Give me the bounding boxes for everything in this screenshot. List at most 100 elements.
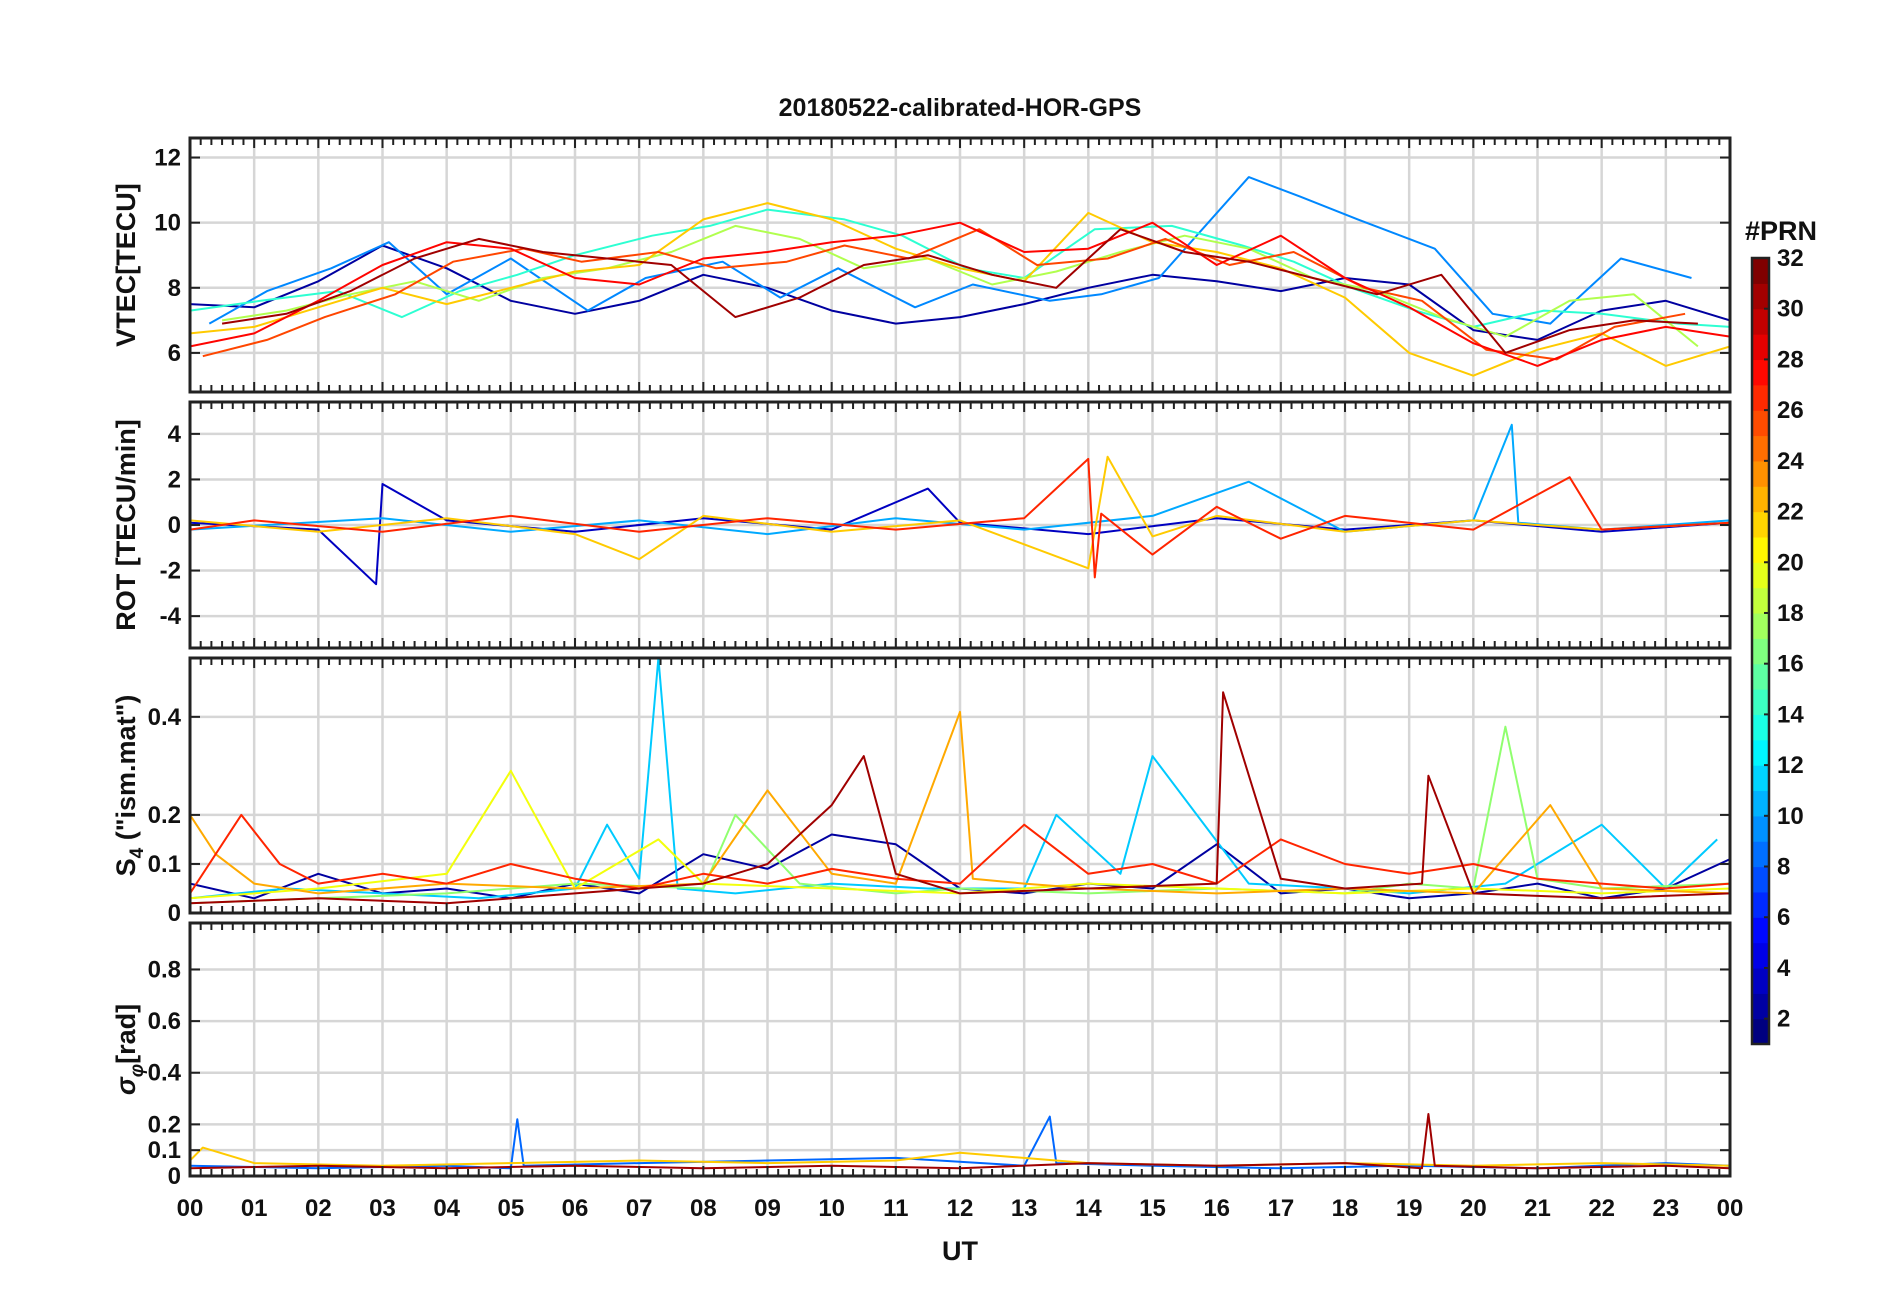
colorbar-segment <box>1752 689 1769 715</box>
y-axis-label-rot: ROT [TECU/min] <box>111 419 141 630</box>
colorbar-segment <box>1752 460 1769 487</box>
y-tick-label: 0.2 <box>148 1111 181 1138</box>
colorbar-tick-label: 22 <box>1777 499 1804 526</box>
series-prn-2 <box>190 244 1730 341</box>
x-tick-label: 20 <box>1460 1195 1487 1222</box>
series-prn-28 <box>190 221 1730 367</box>
panel-frame <box>188 921 1732 1178</box>
series-group <box>190 176 1730 377</box>
colorbar-segment <box>1752 891 1769 918</box>
x-tick-label: 14 <box>1075 1195 1102 1222</box>
x-tick-label: 06 <box>562 1195 589 1222</box>
colorbar-segment <box>1752 841 1769 868</box>
colorbar-segment <box>1752 917 1769 944</box>
x-tick-label: 10 <box>818 1195 845 1222</box>
y-tick-label: 6 <box>168 340 181 367</box>
colorbar-tick-label: 14 <box>1777 701 1804 728</box>
panel-vtec: 6 8 10 12 VTEC[TECU] <box>111 136 1732 394</box>
colorbar-segment <box>1752 587 1769 614</box>
colorbar-segment <box>1752 866 1769 893</box>
x-tick-label: 15 <box>1139 1195 1166 1222</box>
x-tick-label: 05 <box>497 1195 524 1222</box>
y-tick-label: 12 <box>154 145 181 172</box>
x-tick-label: 16 <box>1203 1195 1230 1222</box>
y-axis-label-main: S <box>111 858 141 876</box>
y-axis-label-rest: [rad] <box>111 1004 141 1064</box>
x-tick-label: 18 <box>1332 1195 1359 1222</box>
colorbar-segment <box>1752 258 1769 284</box>
colorbar-tick-label: 24 <box>1777 448 1804 475</box>
x-tick-label: 19 <box>1396 1195 1423 1222</box>
x-tick-label: 13 <box>1011 1195 1038 1222</box>
y-tick-label: 0 <box>168 512 181 539</box>
colorbar-tick-label: 30 <box>1777 296 1804 323</box>
x-tick-label: 21 <box>1524 1195 1551 1222</box>
x-tick-label: 22 <box>1588 1195 1615 1222</box>
colorbar-segment <box>1752 536 1769 563</box>
panel-frame <box>188 656 1732 915</box>
panel-frame <box>188 400 1732 650</box>
y-axis-label-vtec: VTEC[TECU] <box>111 183 141 347</box>
x-tick-label: 12 <box>947 1195 974 1222</box>
x-tick-labels: 00 01 02 03 04 05 06 07 08 09 10 11 12 13 14 15 16 17 18 19… <box>177 1195 1744 1222</box>
series-prn-26 <box>202 228 1686 361</box>
series-prn-22 <box>190 1146 1730 1167</box>
colorbar-tick-label: 10 <box>1777 803 1804 830</box>
colorbar-segment <box>1752 942 1769 969</box>
x-tick-label: 04 <box>433 1195 460 1222</box>
series-prn-31 <box>190 691 1730 905</box>
x-tick-label: 00 <box>177 1195 204 1222</box>
x-tick-label: 09 <box>754 1195 781 1222</box>
y-axis-label-sigphi: σφ[rad] <box>111 1004 148 1095</box>
x-tick-label: 01 <box>241 1195 268 1222</box>
chart-title: 20180522-calibrated-HOR-GPS <box>779 94 1142 122</box>
colorbar-segment <box>1752 334 1769 361</box>
x-axis-label: UT <box>942 1236 978 1266</box>
colorbar-segment <box>1752 993 1769 1020</box>
x-tick-label: 17 <box>1267 1195 1294 1222</box>
y-tick-label: 0.6 <box>148 1008 181 1035</box>
series-prn-31 <box>221 228 1698 354</box>
colorbar-title: #PRN <box>1745 216 1817 246</box>
series-prn-27 <box>190 457 1730 579</box>
colorbar-segment <box>1752 1018 1769 1045</box>
colorbar-tick-label: 8 <box>1777 854 1790 881</box>
colorbar-tick-label: 6 <box>1777 904 1790 931</box>
y-tick-label: -2 <box>160 558 181 585</box>
colorbar-segment <box>1752 283 1769 310</box>
colorbar-segment <box>1752 308 1769 335</box>
series-prn-23 <box>190 710 1730 895</box>
colorbar-segment <box>1752 562 1769 589</box>
colorbar-segment <box>1752 486 1769 513</box>
y-tick-label: 0.1 <box>148 1137 181 1164</box>
x-tick-label: 08 <box>690 1195 717 1222</box>
panel-frame <box>188 136 1732 394</box>
colorbar-segment <box>1752 714 1769 741</box>
colorbar-segment <box>1752 384 1769 411</box>
y-tick-label: 0.4 <box>148 704 182 731</box>
colorbar-tick-label: 28 <box>1777 346 1804 373</box>
y-axis-label-sub: φ <box>127 1064 148 1077</box>
x-tick-label: 02 <box>305 1195 332 1222</box>
colorbar-tick-label: 20 <box>1777 549 1804 576</box>
y-tick-label: 4 <box>168 421 182 448</box>
y-tick-label: 8 <box>168 275 181 302</box>
x-tick-label: 23 <box>1652 1195 1679 1222</box>
y-axis-label-rest: ("ism.mat") <box>111 695 141 848</box>
panel-s4: 00.10.20.4S4 ("ism.mat") <box>111 656 1732 927</box>
colorbar-tick-label: 4 <box>1777 955 1791 982</box>
series-prn-18 <box>221 224 1699 348</box>
x-tick-label: 00 <box>1717 1195 1744 1222</box>
y-tick-label: 0.1 <box>148 851 181 878</box>
grid-lines <box>190 923 1730 1178</box>
series-prn-20 <box>190 769 1730 900</box>
x-tick-label: 11 <box>883 1195 908 1222</box>
series-prn-3 <box>190 483 1730 586</box>
colorbar-segment <box>1752 663 1769 690</box>
y-axis-label-s4: S4 ("ism.mat") <box>111 695 148 877</box>
colorbar-segment <box>1752 435 1769 462</box>
colorbar-segment <box>1752 815 1769 842</box>
colorbar-frame <box>1750 256 1771 1046</box>
x-tick-label: 07 <box>626 1195 653 1222</box>
